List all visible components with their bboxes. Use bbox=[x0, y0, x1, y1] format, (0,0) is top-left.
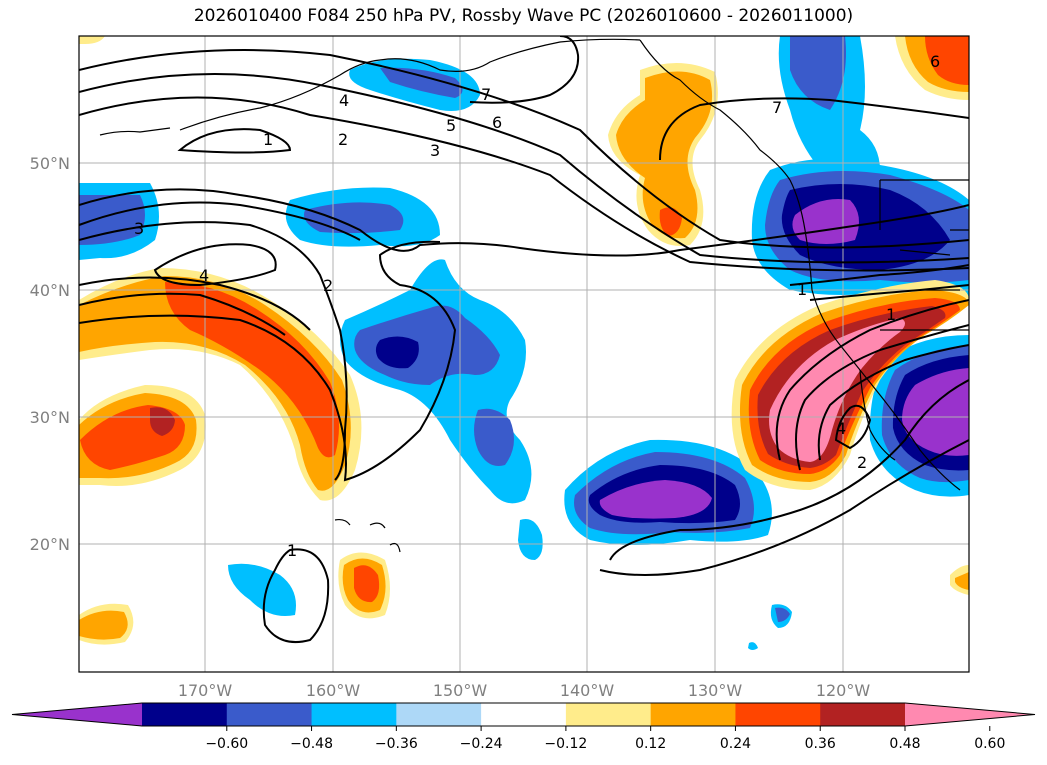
colorbar-segment bbox=[311, 703, 397, 726]
lon-label-120w: 120°W bbox=[816, 681, 871, 700]
colorbar-segment bbox=[735, 703, 821, 726]
colorbar-segment bbox=[226, 703, 313, 726]
contour-label: 6 bbox=[492, 113, 502, 132]
contour-label: 1 bbox=[886, 305, 896, 324]
colorbar-segment bbox=[481, 703, 567, 726]
contour-label: 4 bbox=[339, 91, 349, 110]
colorbar-segment bbox=[565, 703, 652, 726]
gridlines bbox=[79, 36, 969, 672]
colorbar-tick-label: −0.12 bbox=[544, 736, 587, 752]
colorbar-tick-label: 0.36 bbox=[805, 736, 836, 752]
pc-anomaly-hawaii-small bbox=[518, 519, 543, 560]
longitude-axis: 170°W 160°W 150°W 140°W 130°W 120°W bbox=[178, 681, 871, 700]
contour-label: 2 bbox=[323, 276, 333, 295]
contour-label: 7 bbox=[481, 85, 491, 104]
colorbar-segment bbox=[142, 703, 228, 726]
colorbar-tick-label: 0.12 bbox=[635, 736, 666, 752]
lat-label-40n: 40°N bbox=[30, 281, 70, 300]
contour-label: 5 bbox=[446, 116, 456, 135]
colorbar-extend-low bbox=[12, 703, 142, 726]
contour-label: 2 bbox=[338, 130, 348, 149]
contour-label: 1 bbox=[797, 280, 807, 299]
colorbar-tick-label: −0.36 bbox=[375, 736, 418, 752]
colorbar-tick-label: 0.60 bbox=[974, 736, 1005, 752]
contour-label: 4 bbox=[836, 419, 846, 438]
colorbar-extend-high bbox=[905, 703, 1035, 726]
map-title: 2026010400 F084 250 hPa PV, Rossby Wave … bbox=[193, 6, 854, 26]
colorbar-outline bbox=[11, 702, 1036, 727]
shaded-field bbox=[79, 36, 969, 650]
lon-label-170w: 170°W bbox=[178, 681, 233, 700]
contour-label: 4 bbox=[199, 266, 209, 285]
colorbar-tick-label: −0.24 bbox=[460, 736, 503, 752]
colorbar-tick-label: −0.48 bbox=[290, 736, 333, 752]
contour-label: 3 bbox=[430, 141, 440, 160]
lat-label-20n: 20°N bbox=[30, 535, 70, 554]
colorbar-tick-label: 0.48 bbox=[889, 736, 920, 752]
lon-label-160w: 160°W bbox=[306, 681, 361, 700]
colorbar-tick-label: 0.24 bbox=[720, 736, 751, 752]
contour-label: 7 bbox=[772, 98, 782, 117]
pv-contours bbox=[79, 36, 969, 644]
contour-label: 6 bbox=[930, 52, 940, 71]
colorbar: −0.60 −0.48 −0.36 −0.24 −0.12 0.12 0.24 0.36 0.4… bbox=[11, 702, 1036, 752]
colorbar-tick-label: −0.60 bbox=[205, 736, 248, 752]
colorbar-segment bbox=[396, 703, 482, 726]
coastlines bbox=[99, 38, 969, 553]
contour-labels: 4 1 2 3 5 6 7 7 3 4 2 1 1 4 2 6 1 bbox=[134, 52, 940, 560]
colorbar-segment bbox=[650, 703, 736, 726]
colorbar-segment bbox=[820, 703, 906, 726]
lon-label-130w: 130°W bbox=[688, 681, 743, 700]
contour-label: 2 bbox=[857, 453, 867, 472]
lon-label-140w: 140°W bbox=[560, 681, 615, 700]
lat-label-50n: 50°N bbox=[30, 154, 70, 173]
lat-label-30n: 30°N bbox=[30, 408, 70, 427]
lon-label-150w: 150°W bbox=[433, 681, 488, 700]
contour-label: 1 bbox=[263, 130, 273, 149]
contour-label: 1 bbox=[287, 541, 297, 560]
latitude-axis: 50°N 40°N 30°N 20°N bbox=[30, 154, 70, 554]
map-frame bbox=[78, 35, 970, 673]
contour-label: 3 bbox=[134, 219, 144, 238]
